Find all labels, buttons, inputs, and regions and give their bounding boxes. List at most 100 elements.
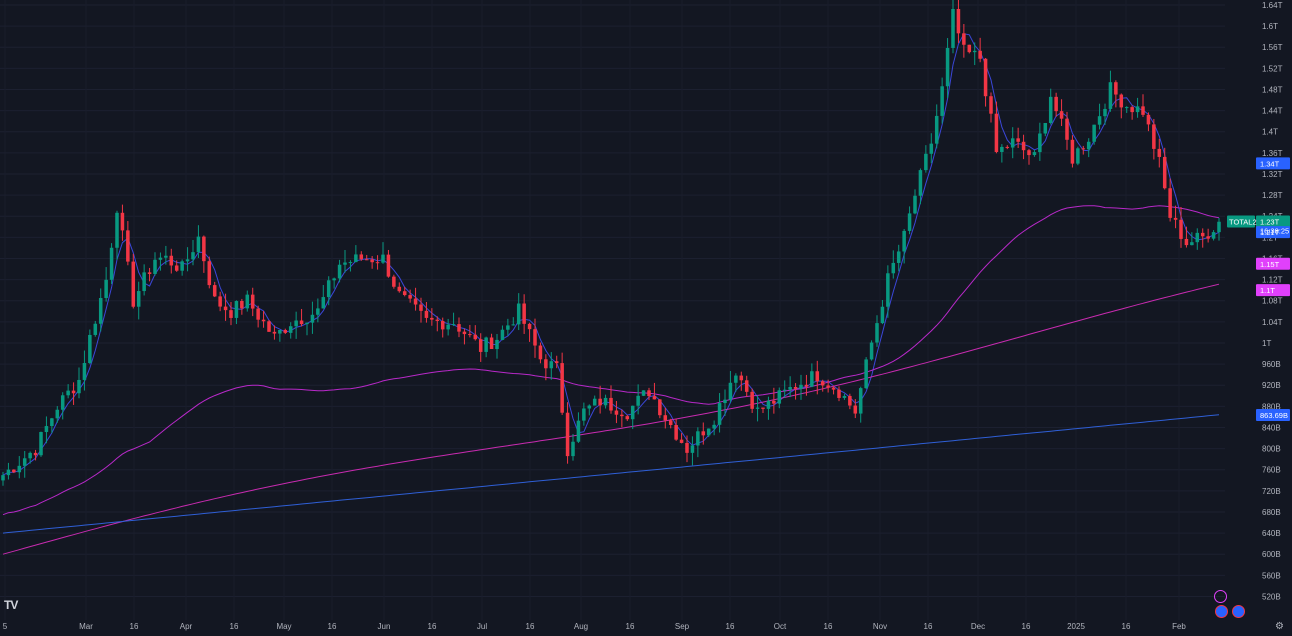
candle-body	[587, 405, 592, 409]
candle-body	[33, 452, 38, 456]
candle-body	[397, 286, 402, 292]
candle-body	[945, 47, 950, 87]
candle-body	[875, 323, 879, 343]
flag-icon[interactable]	[1215, 605, 1228, 618]
candle-body	[468, 334, 472, 336]
candle-body	[1016, 138, 1020, 142]
candle-body	[28, 452, 32, 459]
candle-body	[288, 326, 293, 333]
candle-body	[381, 254, 385, 263]
candle-body	[989, 96, 993, 114]
candle-body	[1157, 148, 1162, 157]
x-tick-label: Dec	[971, 622, 985, 631]
candle-body	[278, 329, 282, 334]
y-tick-label: 1.64T	[1262, 1, 1283, 10]
symbol-badge	[1227, 215, 1255, 228]
candle-body	[191, 252, 195, 260]
candle-body	[1081, 148, 1086, 150]
candle-body	[316, 308, 320, 315]
candle-body	[22, 458, 27, 466]
x-tick-label: Sep	[675, 622, 690, 631]
candle-body	[1005, 146, 1010, 148]
settings-gear-icon[interactable]: ⚙	[1275, 621, 1284, 632]
candle-body	[777, 390, 782, 404]
candle-body	[17, 465, 22, 473]
candle-body	[1043, 122, 1048, 134]
candle-body	[630, 405, 635, 420]
candle-body	[272, 331, 277, 334]
candle-body	[1135, 106, 1140, 113]
candle-body	[858, 388, 863, 414]
candle-body	[50, 418, 54, 427]
candle-body	[1146, 114, 1151, 125]
candle-body	[1038, 133, 1042, 153]
candle-body	[234, 301, 239, 318]
candle-body	[446, 324, 450, 330]
flag-icon[interactable]	[1232, 605, 1245, 618]
candle-body	[202, 236, 206, 262]
candle-body	[793, 386, 798, 389]
candle-body	[891, 262, 896, 274]
moving-average-lines	[2, 33, 1220, 555]
candle-body	[120, 212, 125, 231]
candle-body	[218, 296, 222, 307]
candle-body	[142, 272, 146, 292]
candle-body	[1086, 141, 1091, 150]
candle-body	[902, 230, 906, 252]
price-badge	[1256, 215, 1290, 228]
candle-body	[549, 361, 554, 369]
y-tick-label: 680B	[1262, 508, 1281, 517]
candle-body	[755, 407, 760, 409]
candle-body	[1190, 242, 1194, 246]
candle-body	[451, 324, 456, 326]
price-badge-label: 1.1T	[1260, 286, 1275, 295]
candle-body	[66, 390, 70, 396]
candle-body	[158, 257, 163, 260]
candle-body	[93, 323, 98, 335]
candle-body	[98, 298, 103, 324]
candle-body	[1217, 221, 1221, 233]
x-tick-label: Feb	[1172, 622, 1186, 631]
candle-body	[614, 410, 619, 415]
lightning-icon[interactable]	[1214, 590, 1227, 603]
x-tick-label: 16	[1022, 622, 1031, 631]
price-badge-label: 1.34T	[1260, 159, 1280, 168]
time-axis[interactable]: 5 Mar 16 Apr 16 May 16 Jun 16 Jul 16 Aug 16 Sep 16 Oct 1…	[3, 622, 1187, 631]
candle-body	[1092, 124, 1096, 142]
candle-body	[104, 279, 108, 299]
candle-body	[918, 170, 923, 196]
candle-body	[929, 143, 934, 154]
candle-body	[772, 400, 776, 404]
y-tick-label: 1.52T	[1262, 64, 1283, 73]
candle-body	[457, 324, 461, 332]
price-axis[interactable]: 1.64T1.6T1.56T1.52T1.48T1.44T1.4T1.36T1.…	[1262, 1, 1283, 601]
price-badge	[1256, 226, 1290, 239]
candle-body	[478, 339, 483, 352]
ma-long-line	[2, 283, 1220, 555]
tradingview-logo[interactable]: TV	[4, 598, 18, 612]
candle-body	[544, 359, 548, 369]
candle-body	[962, 33, 966, 45]
candle-body	[934, 115, 939, 144]
candle-body	[1054, 96, 1058, 112]
candle-body	[115, 212, 119, 248]
x-tick-label: Jun	[378, 622, 391, 631]
candle-body	[229, 310, 233, 318]
candle-body	[690, 445, 695, 453]
y-tick-label: 760B	[1262, 466, 1281, 475]
candle-body	[571, 441, 575, 457]
y-tick-label: 520B	[1262, 592, 1281, 601]
candle-body	[267, 321, 271, 332]
candle-body	[940, 86, 944, 116]
candle-body	[321, 297, 326, 309]
candle-body	[359, 254, 364, 260]
candle-body	[994, 113, 999, 152]
candle-body	[837, 389, 841, 398]
candle-body	[734, 375, 738, 383]
candle-body	[1108, 82, 1113, 109]
candle-body	[364, 259, 369, 261]
candle-body	[408, 295, 412, 299]
candle-body	[1152, 124, 1156, 149]
candle-body	[1065, 118, 1069, 140]
